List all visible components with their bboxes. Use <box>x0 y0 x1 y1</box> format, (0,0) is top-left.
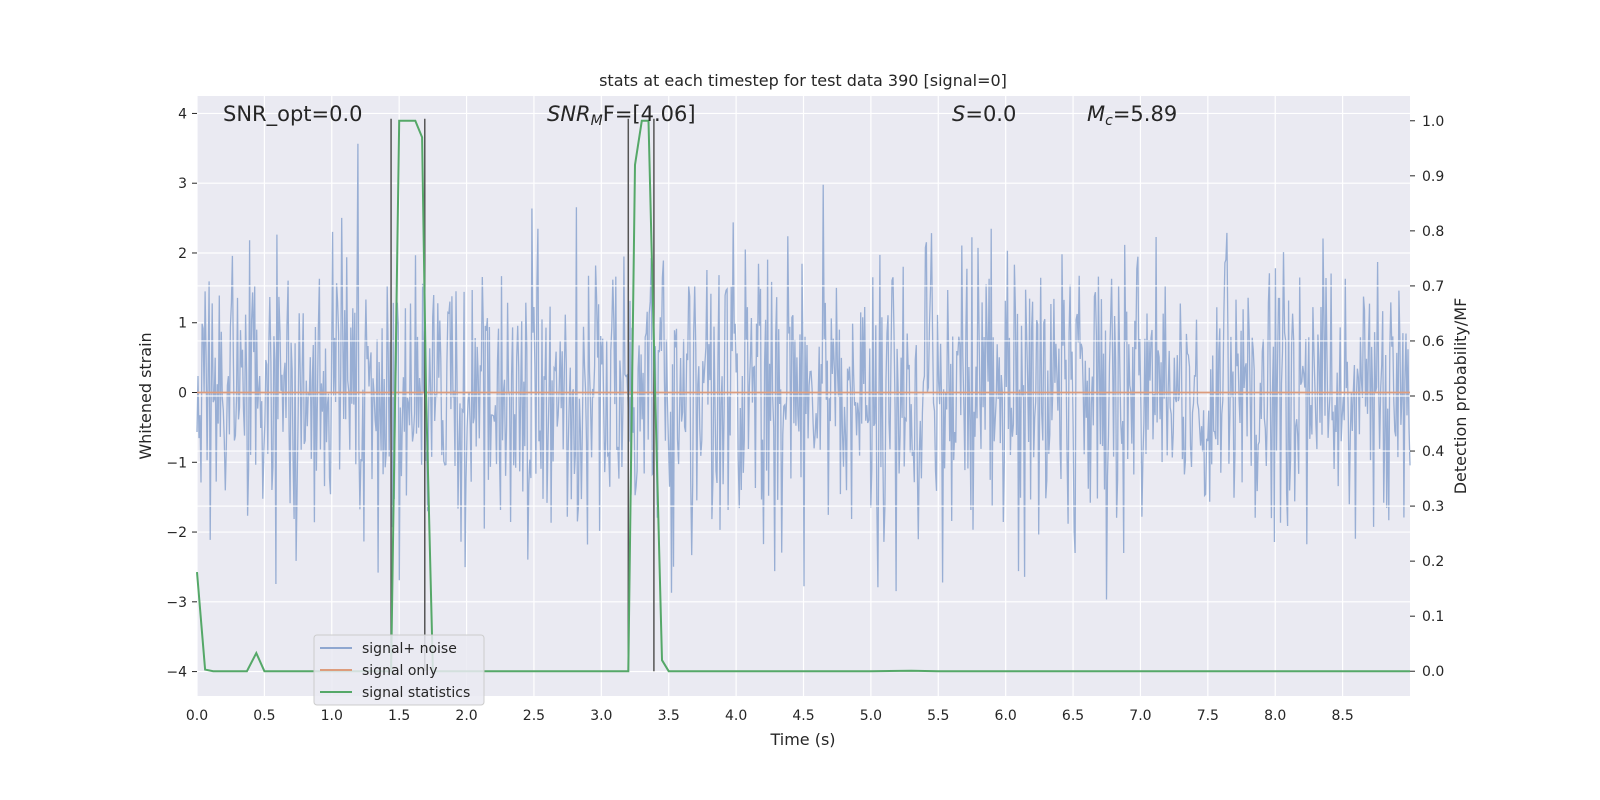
x-tick-label: 5.0 <box>860 708 882 724</box>
x-axis-label: Time (s) <box>769 730 835 749</box>
x-tick-label: 4.5 <box>792 708 814 724</box>
y-right-tick-label: 0.1 <box>1422 609 1444 625</box>
y-axis-label: Whitened strain <box>136 332 155 459</box>
legend-label-signal-only: signal only <box>362 663 437 679</box>
x-tick-label: 1.5 <box>388 708 410 724</box>
x-tick-label: 3.5 <box>658 708 680 724</box>
y-right-tick-label: 0.0 <box>1422 664 1444 680</box>
x-tick-label: 0.0 <box>186 708 208 724</box>
x-tick-label: 4.0 <box>725 708 747 724</box>
grid-horizontal-right-axis <box>197 285 1410 507</box>
y-tick-label: −2 <box>166 525 187 541</box>
signal-plus-noise-series <box>196 143 1411 600</box>
y-right-tick-label: 0.8 <box>1422 224 1444 240</box>
y-right-tick-label: 0.5 <box>1422 389 1444 405</box>
y-right-tick-label: 0.9 <box>1422 169 1444 185</box>
annotation-s: S=0.0 <box>952 102 1016 126</box>
x-tick-label: 8.0 <box>1264 708 1286 724</box>
y-right-tick-label: 1.0 <box>1422 114 1444 130</box>
x-tick-label: 1.0 <box>321 708 343 724</box>
y-right-tick-label: 0.4 <box>1422 444 1444 460</box>
legend-label-noise: signal+ noise <box>362 641 457 657</box>
y-tick-label: −1 <box>166 455 187 471</box>
x-tick-label: 2.0 <box>455 708 477 724</box>
noise-trace <box>196 143 1411 600</box>
x-tick-label: 7.5 <box>1197 708 1219 724</box>
right-y-axis-label: Detection probability/MF <box>1451 298 1470 495</box>
y-right-tick-label: 0.7 <box>1422 279 1444 295</box>
y-tick-label: 1 <box>178 316 187 332</box>
x-tick-label: 2.5 <box>523 708 545 724</box>
vertical-markers <box>390 118 655 672</box>
y-tick-label: 0 <box>178 386 187 402</box>
x-tick-label: 0.5 <box>253 708 275 724</box>
x-tick-label: 6.0 <box>995 708 1017 724</box>
x-tick-label: 7.0 <box>1129 708 1151 724</box>
x-axis-ticks: 0.0 0.5 1.0 1.5 2.0 2.5 3.0 3.5 4.0 4.5 5.0 5.5 6.0 6… <box>186 708 1354 724</box>
annotation-snr-opt: SNR_opt=0.0 <box>223 102 363 127</box>
y-tick-label: −3 <box>166 595 187 611</box>
y-axis-ticks: 4 3 2 1 0 −1 −2 −3 −4 <box>166 106 197 681</box>
annotation-mc: Mc=5.89 <box>1087 102 1177 129</box>
y-tick-label: 2 <box>178 246 187 262</box>
y-tick-label: 3 <box>178 176 187 192</box>
right-y-axis-ticks: 1.0 0.9 0.8 0.7 0.6 0.5 0.4 0.3 0.2 0.1 0.0 <box>1410 114 1444 680</box>
legend-box <box>313 634 485 706</box>
y-right-tick-label: 0.3 <box>1422 499 1444 515</box>
legend: signal+ noise signal only signal statist… <box>313 634 485 706</box>
y-tick-label: −4 <box>166 665 187 681</box>
y-right-tick-label: 0.2 <box>1422 554 1444 570</box>
x-tick-label: 6.5 <box>1062 708 1084 724</box>
x-tick-label: 5.5 <box>927 708 949 724</box>
legend-label-statistics: signal statistics <box>362 685 470 701</box>
y-tick-label: 4 <box>178 106 187 122</box>
x-tick-label: 3.0 <box>590 708 612 724</box>
x-tick-label: 8.5 <box>1331 708 1353 724</box>
annotation-snr-mf: SNRMF=[4.06] <box>547 102 696 129</box>
y-right-tick-label: 0.6 <box>1422 334 1444 350</box>
chart-title: stats at each timestep for test data 390… <box>599 71 1007 90</box>
